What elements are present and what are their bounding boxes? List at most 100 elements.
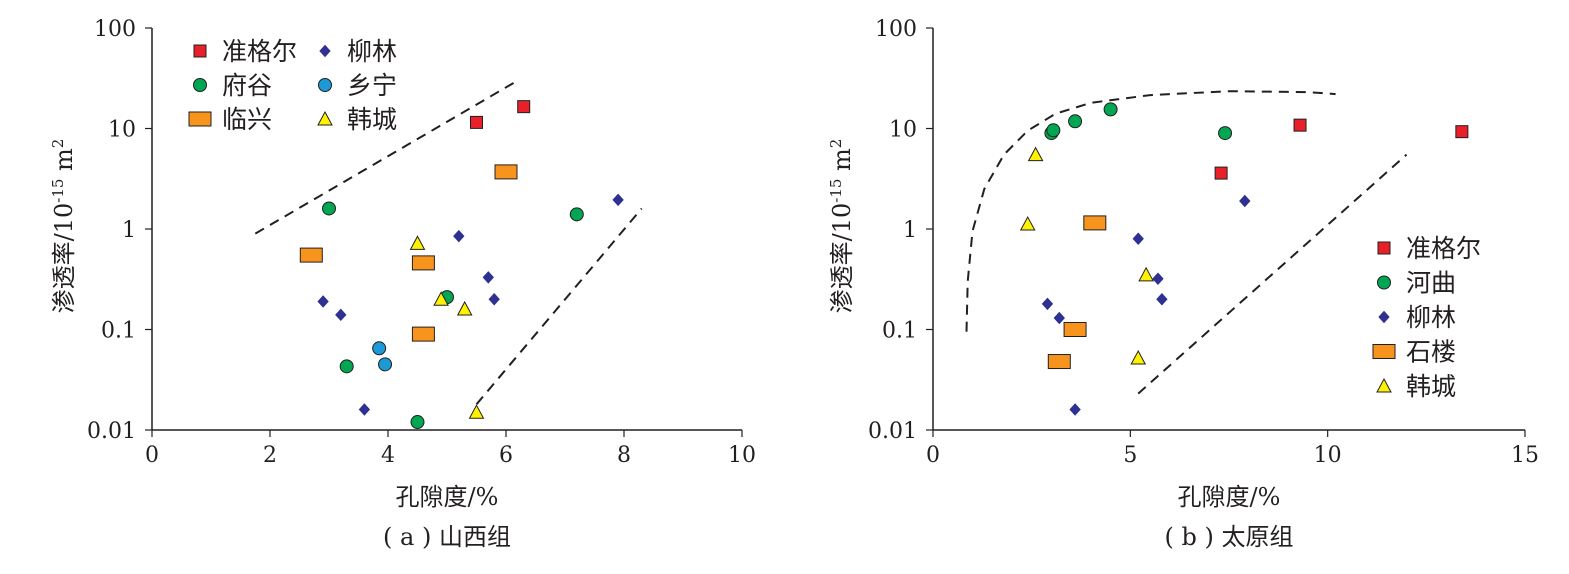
- envelope-dashed-line-2: [1137, 153, 1408, 395]
- data-point-柳林-6: [488, 293, 500, 306]
- data-point-柳林-5: [1152, 272, 1164, 285]
- data-point-柳林-3: [1069, 403, 1081, 416]
- data-point-河曲-5: [1218, 126, 1233, 141]
- legend-label: 柳林: [1406, 303, 1456, 332]
- data-point-府谷-2: [339, 359, 354, 374]
- data-point-府谷-3: [410, 415, 425, 430]
- figure-caption: ( a ) 山西组: [383, 523, 511, 551]
- data-point-临兴-1: [299, 247, 323, 263]
- y-tick-label: 0.1: [882, 319, 917, 344]
- data-point-石楼-1: [1047, 354, 1071, 370]
- data-point-legend-0: [1377, 241, 1391, 255]
- envelope-dashed-line-1: [965, 90, 1336, 332]
- data-point-准格尔-2: [1293, 118, 1307, 132]
- data-point-准格尔-1: [1214, 166, 1228, 180]
- data-point-legend-0: [1378, 310, 1390, 324]
- legend-label: 河曲: [1406, 269, 1456, 298]
- data-point-韩城-2: [1027, 146, 1044, 162]
- x-tick-label: 8: [617, 443, 631, 468]
- data-point-临兴-4: [494, 164, 518, 180]
- legend-item: 准格尔: [193, 37, 297, 66]
- legend-item: 柳林: [1378, 303, 1456, 332]
- data-point-乡宁-1: [372, 341, 387, 356]
- data-point-柳林-1: [1041, 297, 1054, 311]
- data-point-府谷-5: [569, 207, 584, 222]
- data-point-柳林-3: [358, 403, 371, 416]
- data-point-legend-0: [193, 78, 207, 92]
- x-tick-label: 0: [926, 443, 940, 468]
- data-point-韩城-3: [456, 300, 473, 316]
- y-axis-title: 渗透率/10-15 m2: [827, 139, 856, 314]
- x-tick-label: 0: [145, 443, 159, 468]
- data-point-柳林-2: [335, 308, 347, 322]
- data-point-河曲-2: [1046, 123, 1061, 138]
- legend-item: 韩城: [317, 105, 397, 134]
- y-axis-title: 渗透率/10-15 m2: [49, 139, 78, 314]
- legend-label: 韩城: [347, 105, 397, 134]
- y-axis-title-exponent: -15: [827, 179, 845, 203]
- data-point-韩城-4: [1138, 266, 1154, 282]
- data-point-准格尔-1: [470, 115, 483, 129]
- data-point-legend-0: [317, 110, 333, 126]
- legend-item: 河曲: [1377, 269, 1456, 298]
- x-tick-label: 10: [728, 443, 756, 468]
- data-point-legend-0: [1376, 377, 1392, 393]
- legend-label: 临兴: [222, 105, 272, 134]
- data-point-legend-0: [193, 44, 207, 58]
- legend-item: 乡宁: [318, 71, 397, 100]
- data-point-柳林-1: [317, 295, 329, 308]
- data-point-柳林-4: [453, 229, 465, 243]
- chart-b-taiyuan-formation: 0 5 10 15 0.01 0.1 1 10 100 孔隙度/% 渗透率/10-15 m2 ( b …: [827, 17, 1539, 551]
- data-point-府谷-1: [322, 201, 336, 216]
- y-tick-label: 10: [108, 118, 136, 143]
- data-point-韩城-1: [1019, 215, 1036, 231]
- legend-item: 临兴: [188, 105, 272, 134]
- legend-label: 准格尔: [1406, 234, 1481, 263]
- y-axis-title-unit-exponent: 2: [49, 139, 67, 149]
- data-point-韩城-2: [433, 291, 449, 306]
- y-tick-label: 0.1: [101, 319, 136, 344]
- legend-item: 石楼: [1372, 338, 1456, 367]
- data-point-河曲-3: [1068, 114, 1083, 129]
- data-point-韩城-3: [1130, 349, 1147, 365]
- y-tick-label: 1: [122, 218, 136, 243]
- data-point-临兴-3: [411, 326, 435, 342]
- x-tick-label: 10: [1314, 443, 1342, 468]
- x-tick-label: 6: [499, 443, 513, 468]
- x-tick-label: 15: [1511, 443, 1539, 468]
- legend-label: 韩城: [1406, 372, 1456, 401]
- legend-label: 府谷: [222, 71, 272, 100]
- data-point-柳林-4: [1132, 232, 1144, 245]
- data-point-石楼-2: [1063, 322, 1087, 337]
- x-tick-label: 4: [381, 443, 395, 468]
- legend-label: 石楼: [1406, 338, 1456, 367]
- x-tick-label: 5: [1123, 443, 1137, 468]
- y-axis-title-unit-exponent: 2: [827, 139, 845, 149]
- legend-label: 乡宁: [347, 71, 397, 100]
- data-point-乡宁-2: [378, 357, 393, 372]
- legend-item: 准格尔: [1377, 234, 1481, 263]
- data-point-legend-0: [188, 111, 212, 127]
- legend-item: 柳林: [319, 37, 397, 66]
- legend-label: 准格尔: [222, 37, 297, 66]
- y-tick-label: 0.01: [87, 419, 136, 444]
- y-tick-label: 10: [889, 118, 917, 143]
- data-point-legend-0: [318, 78, 332, 92]
- y-tick-label: 1: [903, 218, 917, 243]
- x-axis-title: 孔隙度/%: [396, 483, 499, 511]
- data-point-临兴-2: [411, 255, 435, 271]
- data-point-准格尔-2: [517, 100, 531, 114]
- x-tick-label: 2: [263, 443, 277, 468]
- data-point-河曲-4: [1103, 102, 1118, 117]
- legend-label: 柳林: [347, 37, 397, 66]
- y-axis-title-exponent: -15: [49, 179, 67, 203]
- data-point-legend-0: [319, 44, 331, 58]
- y-axis-title-main: 渗透率/10: [50, 203, 78, 314]
- legend-item: 韩城: [1376, 372, 1456, 401]
- envelope-dashed-line-2: [475, 207, 643, 405]
- figure-caption: ( b ) 太原组: [1165, 523, 1294, 551]
